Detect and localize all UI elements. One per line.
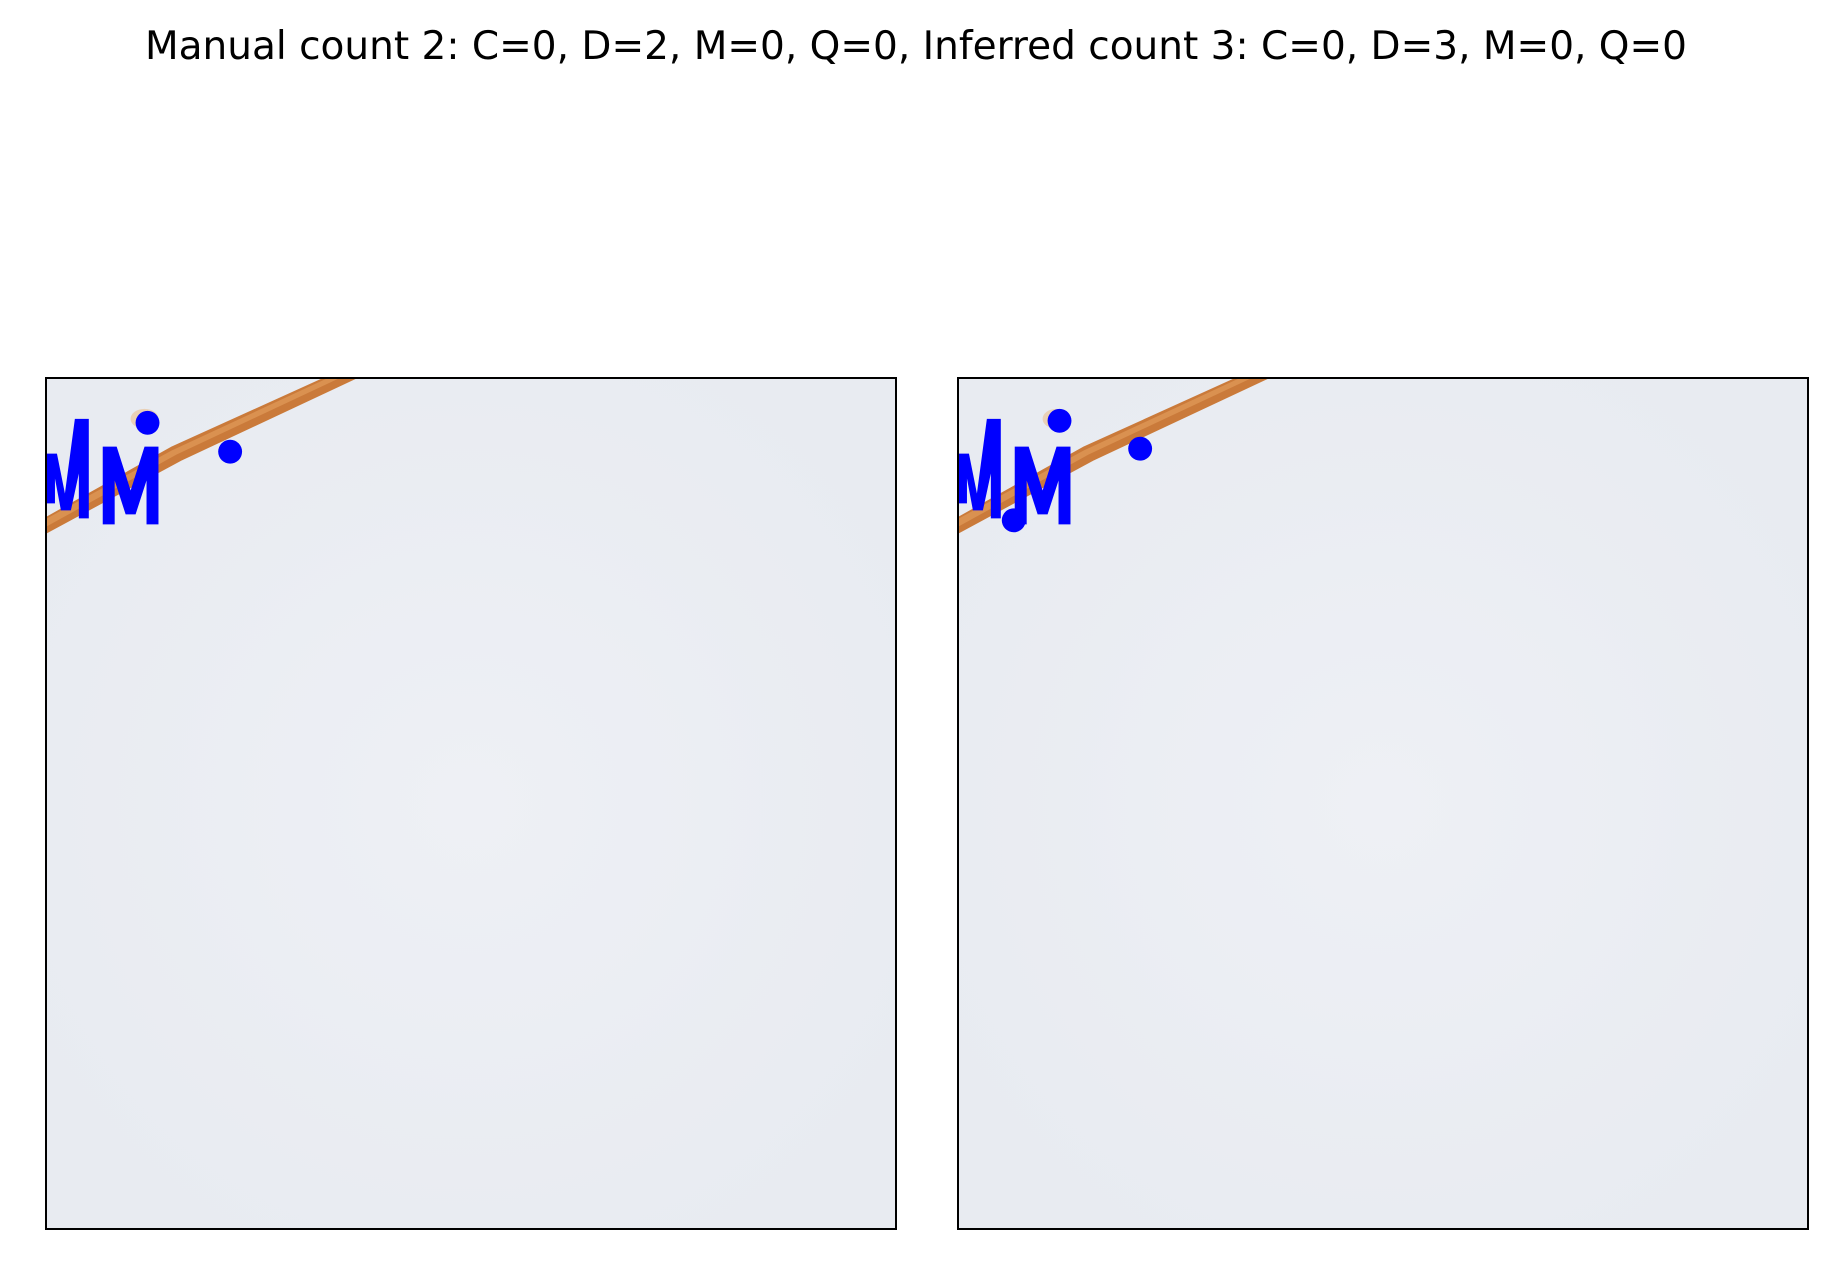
marker-dot [135,410,160,435]
marker-dot [1047,408,1072,433]
marker-dot [218,439,243,464]
image-background [959,379,1807,1228]
marker-dot [1001,508,1026,533]
figure-title: Manual count 2: C=0, D=2, M=0, Q=0, Infe… [145,24,1687,69]
manual-count-panel [45,377,897,1230]
marker-m-center [102,446,159,525]
marker-dot [1128,436,1153,461]
inferred-count-panel [957,377,1809,1230]
annotation-markers [959,408,1153,533]
marker-m-center [1014,446,1071,525]
marker-m-left [47,418,89,519]
manual-microscopy-image [47,379,895,1228]
image-background [47,379,895,1228]
marker-m-left [959,418,1001,519]
inferred-microscopy-image [959,379,1807,1228]
annotation-markers [47,410,243,525]
